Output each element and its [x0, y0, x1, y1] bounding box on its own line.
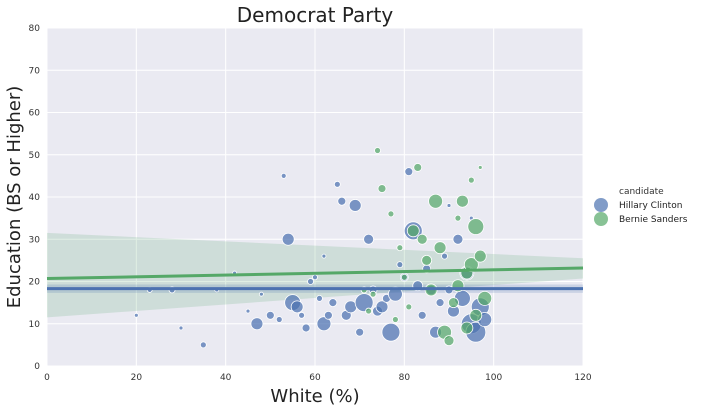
data-points [133, 147, 493, 349]
bernie-sanders-point [391, 316, 399, 323]
y-tick-label: 80 [29, 24, 41, 34]
bernie-sanders-point [387, 210, 395, 218]
hillary-clinton-point [290, 300, 304, 314]
legend: candidate Hillary Clinton Bernie Sanders [594, 187, 688, 226]
hillary-clinton-point [316, 294, 323, 302]
y-tick-label: 50 [29, 151, 41, 161]
hillary-clinton-point [265, 310, 275, 320]
hillary-clinton-point [280, 172, 287, 179]
hillary-clinton-point [301, 323, 311, 333]
bernie-sanders-point [460, 321, 474, 335]
hillary-clinton-point [321, 253, 327, 259]
hillary-clinton-point [250, 317, 264, 331]
bernie-sanders-point [365, 307, 373, 315]
bernie-sanders-point [396, 244, 404, 252]
bernie-sanders-point [400, 273, 408, 281]
chart-title: Democrat Party [237, 3, 394, 27]
bernie-sanders-point [455, 194, 469, 208]
x-axis-label: White (%) [270, 386, 359, 407]
hillary-clinton-point [337, 196, 347, 206]
x-tick-label: 120 [574, 373, 591, 383]
hillary-clinton-point [363, 233, 375, 245]
bernie-sanders-point [406, 224, 420, 238]
hillary-clinton-point [452, 233, 464, 245]
hillary-clinton-point [354, 293, 374, 313]
hillary-clinton-point [307, 278, 314, 285]
hillary-clinton-point [312, 274, 318, 281]
hillary-clinton-point [441, 252, 448, 260]
hillary-clinton-point [328, 298, 338, 308]
x-tick-label: 40 [220, 373, 232, 383]
hillary-clinton-point [333, 180, 341, 188]
hillary-clinton-point [355, 327, 365, 337]
hillary-clinton-point [323, 310, 333, 320]
bernie-sanders-point [448, 297, 459, 309]
regression-lines [46, 266, 584, 291]
x-tick-label: 60 [309, 373, 321, 383]
bernie-sanders-point [467, 176, 475, 184]
hillary-clinton-point [275, 316, 283, 323]
y-tick-label: 0 [34, 362, 40, 372]
hillary-clinton-point [178, 325, 184, 331]
hillary-clinton-point [199, 341, 207, 349]
hillary-clinton-point [298, 311, 306, 319]
y-axis-label: Education (BS or Higher) [4, 86, 25, 309]
y-tick-label: 10 [29, 320, 41, 330]
hillary-clinton-point [404, 167, 414, 177]
y-tick-label: 30 [29, 235, 41, 245]
x-tick-label: 20 [131, 373, 143, 383]
hillary-clinton-point [396, 261, 404, 269]
hillary-clinton-point [435, 298, 445, 308]
hillary-clinton-point [417, 310, 427, 320]
gridlines [46, 27, 584, 367]
bernie-sanders-point [443, 335, 455, 347]
hillary-clinton-point [258, 291, 264, 297]
hillary-clinton-point [348, 199, 362, 212]
bernie-sanders-point [405, 303, 413, 311]
y-tick-label: 70 [29, 66, 41, 76]
bernie-sanders-point [416, 233, 428, 245]
hillary-clinton-point [446, 203, 452, 208]
bernie-sanders-point [413, 163, 423, 172]
bernie-sanders-point [477, 165, 483, 170]
bernie-sanders-point [374, 147, 381, 154]
bernie-sanders-point [421, 254, 433, 266]
hillary-clinton-point [381, 322, 401, 342]
hillary-clinton-point [281, 232, 295, 246]
y-tick-labels: 0 10 20 30 40 50 60 70 80 [29, 24, 41, 372]
bernie-sanders-point [454, 214, 462, 222]
bernie-sanders-point [469, 308, 483, 322]
y-tick-label: 60 [29, 109, 41, 119]
hillary-clinton-point [245, 308, 251, 314]
bernie-sanders-point [467, 218, 485, 235]
legend-marker-bernie-sanders [594, 212, 608, 226]
hillary-clinton-point [375, 300, 389, 314]
bernie-sanders-point [377, 184, 387, 193]
x-tick-label: 0 [44, 373, 50, 383]
hillary-clinton-point [133, 312, 139, 318]
legend-label-bernie-sanders: Bernie Sanders [619, 215, 688, 225]
bernie-sanders-regression-line [46, 266, 584, 281]
x-tick-labels: 0 20 40 60 80 100 120 [44, 373, 592, 383]
x-tick-label: 80 [399, 373, 411, 383]
hillary-clinton-point [387, 286, 403, 302]
legend-title: candidate [619, 187, 664, 197]
bernie-sanders-point [477, 290, 493, 306]
bernie-sanders-point [433, 241, 447, 255]
y-tick-label: 40 [29, 193, 41, 203]
legend-marker-hillary-clinton [594, 198, 608, 212]
legend-label-hillary-clinton: Hillary Clinton [619, 201, 682, 211]
bernie-sanders-point [428, 193, 444, 209]
hillary-clinton-point [316, 316, 332, 332]
bernie-sanders-point [369, 290, 377, 298]
bernie-sanders-point [473, 249, 487, 263]
x-tick-label: 100 [485, 373, 502, 383]
y-tick-label: 20 [29, 278, 41, 288]
